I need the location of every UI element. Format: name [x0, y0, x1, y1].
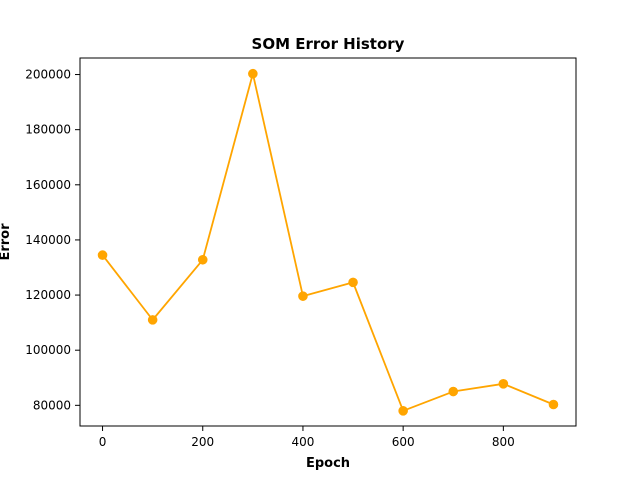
axes-frame — [79, 57, 577, 427]
data-point — [498, 379, 509, 389]
data-point — [398, 406, 408, 416]
x-axis: 0 200 400 600 800 — [99, 426, 515, 449]
y-tick-label: 180000 — [25, 123, 71, 137]
y-axis-label: Error — [0, 223, 13, 261]
data-point — [147, 315, 158, 325]
data-point — [348, 277, 358, 288]
x-tick-label: 600 — [392, 435, 415, 449]
x-tick-label: 400 — [291, 435, 314, 449]
chart-title: SOM Error History — [252, 35, 405, 53]
data-point — [298, 291, 308, 301]
y-tick-label: 100000 — [25, 343, 71, 357]
data-point — [197, 254, 208, 265]
x-tick-label: 0 — [99, 435, 107, 449]
y-axis: 80000 100000 120000 140000 160000 180000 20000… — [25, 68, 80, 412]
series-line — [101, 72, 555, 412]
data-point — [448, 386, 459, 397]
plot-area — [97, 68, 559, 416]
data-point — [548, 399, 559, 410]
y-tick-label: 80000 — [33, 398, 71, 412]
y-tick-label: 120000 — [25, 288, 71, 302]
y-tick-label: 160000 — [25, 178, 71, 192]
data-point — [248, 68, 258, 79]
x-axis-label: Epoch — [306, 456, 350, 471]
y-tick-label: 200000 — [25, 68, 71, 82]
x-tick-label: 200 — [191, 435, 214, 449]
y-tick-label: 140000 — [25, 233, 71, 247]
data-point — [97, 250, 108, 260]
x-tick-label: 800 — [492, 435, 515, 449]
